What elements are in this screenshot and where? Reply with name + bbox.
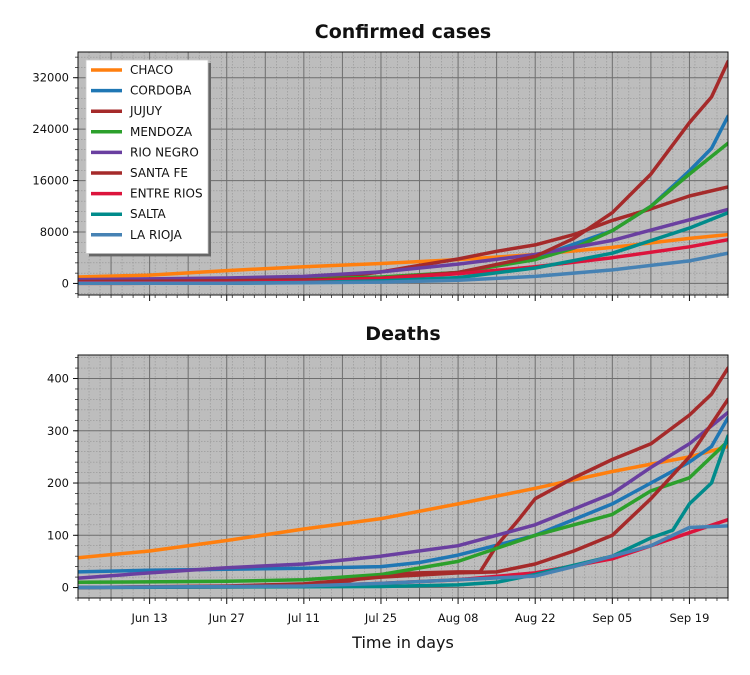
series-group <box>78 366 728 590</box>
y-tick-label: 300 <box>47 424 69 438</box>
top-chart-title: Confirmed cases <box>315 21 491 43</box>
bottom-chart-title: Deaths <box>365 323 440 345</box>
legend-label: MENDOZA <box>130 125 193 139</box>
series-line-rio-negro <box>78 410 728 580</box>
bottom-panel: Deaths <box>77 323 729 599</box>
x-tick-label: Aug 22 <box>515 611 556 625</box>
legend-label: SALTA <box>130 207 166 221</box>
legend-label: LA RIOJA <box>130 228 183 242</box>
x-tick-label: Jun 13 <box>130 611 167 625</box>
series-group <box>78 59 728 286</box>
legend-label: CHACO <box>130 63 173 77</box>
legend-label: RIO NEGRO <box>130 145 199 159</box>
chart-0-marks: 0 8000 16000 24000 32000 CHACO CORDOBA JUJUY MEN… <box>32 51 729 301</box>
y-tick-label: 0 <box>62 276 69 290</box>
series-line-la-rioja <box>78 251 728 286</box>
series-line-chaco <box>78 444 728 560</box>
x-tick-label: Jul 25 <box>364 611 397 625</box>
bottom-plot-area <box>77 354 729 599</box>
legend-label: SANTA FE <box>130 166 188 180</box>
series-line-rio-negro <box>78 207 728 282</box>
series-line-la-rioja <box>78 524 728 590</box>
y-tick-label: 8000 <box>40 225 69 239</box>
plot-frame <box>77 51 729 296</box>
legend-label: JUJUY <box>129 104 163 118</box>
y-tick-label: 24000 <box>32 122 69 136</box>
y-tick-label: 400 <box>47 372 69 386</box>
x-axis-label: Time in days <box>351 633 454 652</box>
y-tick-label: 16000 <box>32 174 69 188</box>
y-tick-label: 100 <box>47 528 69 542</box>
series-line-santa-fe <box>78 59 728 284</box>
y-tick-label: 200 <box>47 476 69 490</box>
x-tick-label: Aug 08 <box>438 611 479 625</box>
legend-label: ENTRE RIOS <box>130 187 203 201</box>
y-tick-label: 0 <box>62 581 69 595</box>
x-tick-label: Jul 11 <box>287 611 320 625</box>
x-tick-label: Sep 05 <box>592 611 632 625</box>
x-tick-label: Jun 27 <box>208 611 245 625</box>
legend: CHACO CORDOBA JUJUY MENDOZA RIO NEGRO SANTA F… <box>85 59 211 257</box>
x-tick-label: Sep 19 <box>669 611 709 625</box>
series-line-chaco <box>78 232 728 279</box>
y-tick-label: 32000 <box>32 71 69 85</box>
series-line-mendoza <box>78 439 728 585</box>
series-line-santa-fe <box>78 397 728 590</box>
chart-1-marks: 0 100 200 300 400 Jun 13 Jun 27 Jul 11 Jul 25 Aug… <box>47 354 729 625</box>
legend-label: CORDOBA <box>130 84 192 98</box>
plot-frame <box>77 354 729 599</box>
